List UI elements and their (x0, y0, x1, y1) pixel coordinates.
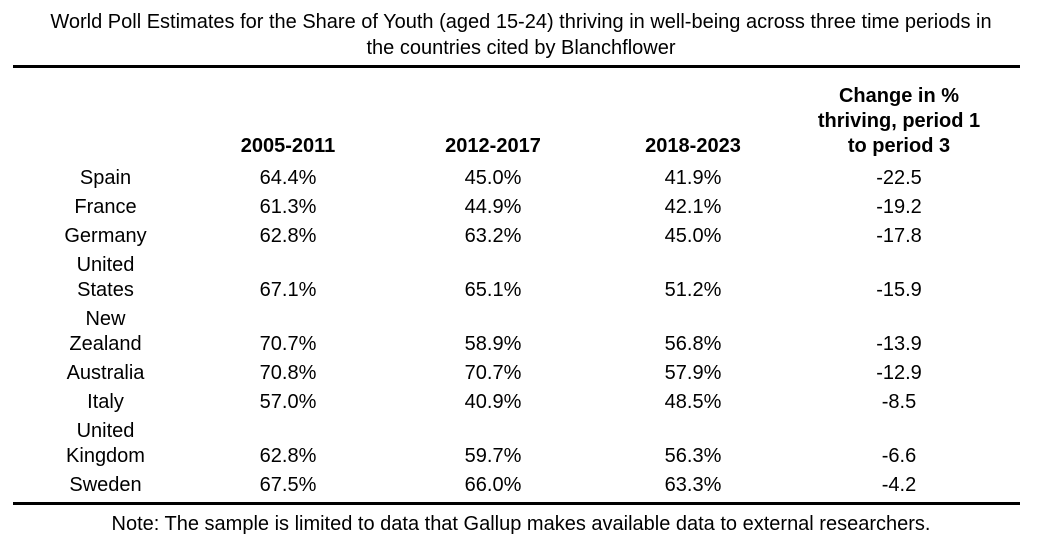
value-cell: 63.3% (664, 474, 722, 496)
value-cell: 63.2% (464, 225, 522, 247)
country-cell: New Zealand (69, 308, 142, 355)
value-cell: 65.1% (464, 279, 522, 301)
value-cell: 57.0% (259, 391, 317, 413)
country-cell: Italy (87, 391, 124, 413)
top-rule (13, 65, 1020, 68)
country-cell: Australia (66, 362, 145, 384)
table-row: France 61.3% 44.9% 42.1% -19.2 (13, 193, 1020, 222)
value-cell: 44.9% (464, 196, 522, 218)
value-cell: -13.9 (876, 333, 922, 355)
column-header-period2-label: 2012-2017 (445, 135, 541, 157)
country-cell: France (74, 196, 137, 218)
value-cell: -6.6 (881, 445, 917, 467)
country-cell: Spain (79, 167, 132, 189)
country-cell: United Kingdom (66, 420, 145, 467)
column-header-period2: 2012-2017 (378, 68, 608, 164)
column-header-period1-label: 2005-2011 (240, 135, 336, 157)
value-cell: 59.7% (464, 445, 522, 467)
value-cell: 57.9% (664, 362, 722, 384)
table-note: Note: The sample is limited to data that… (111, 513, 931, 535)
value-cell: -22.5 (876, 167, 922, 189)
column-header-period3-label: 2018-2023 (645, 135, 741, 157)
value-cell: 40.9% (464, 391, 522, 413)
table-body: Spain 64.4% 45.0% 41.9% -22.5 France 61.3% 44.9… (13, 164, 1020, 500)
value-cell: -8.5 (881, 391, 917, 413)
table-row: Italy 57.0% 40.9% 48.5% -8.5 (13, 388, 1020, 417)
column-header-change: Change in % thriving, period 1 to period… (778, 68, 1020, 164)
column-header-period3: 2018-2023 (608, 68, 778, 164)
value-cell: 67.1% (259, 279, 317, 301)
value-cell: -12.9 (876, 362, 922, 384)
value-cell: 67.5% (259, 474, 317, 496)
column-header-period1: 2005-2011 (198, 68, 378, 164)
value-cell: -15.9 (876, 279, 922, 301)
value-cell: 70.7% (464, 362, 522, 384)
bottom-rule (13, 502, 1020, 505)
value-cell: 42.1% (664, 196, 722, 218)
value-cell: 56.3% (664, 445, 722, 467)
value-cell: 45.0% (464, 167, 522, 189)
table-row: Spain 64.4% 45.0% 41.9% -22.5 (13, 164, 1020, 193)
value-cell: 66.0% (464, 474, 522, 496)
value-cell: -17.8 (876, 225, 922, 247)
data-table: 2005-2011 2012-2017 2018-2023 Change in … (13, 68, 1020, 500)
value-cell: 41.9% (664, 167, 722, 189)
column-header-change-label: Change in % thriving, period 1 to period… (817, 85, 981, 157)
value-cell: -4.2 (881, 474, 917, 496)
country-cell: Sweden (69, 474, 142, 496)
value-cell: 56.8% (664, 333, 722, 355)
table-row: Sweden 67.5% 66.0% 63.3% -4.2 (13, 471, 1020, 500)
value-cell: 48.5% (664, 391, 722, 413)
value-cell: 51.2% (664, 279, 722, 301)
value-cell: -19.2 (876, 196, 922, 218)
table-row: New Zealand 70.7% 58.9% 56.8% -13.9 (13, 305, 1020, 359)
value-cell: 62.8% (259, 445, 317, 467)
value-cell: 58.9% (464, 333, 522, 355)
header-row: 2005-2011 2012-2017 2018-2023 Change in … (13, 68, 1020, 164)
table-title: World Poll Estimates for the Share of Yo… (50, 11, 992, 59)
value-cell: 70.7% (259, 333, 317, 355)
table-row: Germany 62.8% 63.2% 45.0% -17.8 (13, 222, 1020, 251)
country-cell: United States (76, 254, 135, 301)
table-row: Australia 70.8% 70.7% 57.9% -12.9 (13, 359, 1020, 388)
value-cell: 61.3% (259, 196, 317, 218)
table-row: United Kingdom 62.8% 59.7% 56.3% -6.6 (13, 417, 1020, 471)
value-cell: 70.8% (259, 362, 317, 384)
value-cell: 62.8% (259, 225, 317, 247)
value-cell: 45.0% (664, 225, 722, 247)
column-header-country (13, 68, 198, 164)
country-cell: Germany (64, 225, 147, 247)
table-row: United States 67.1% 65.1% 51.2% -15.9 (13, 251, 1020, 305)
value-cell: 64.4% (259, 167, 317, 189)
